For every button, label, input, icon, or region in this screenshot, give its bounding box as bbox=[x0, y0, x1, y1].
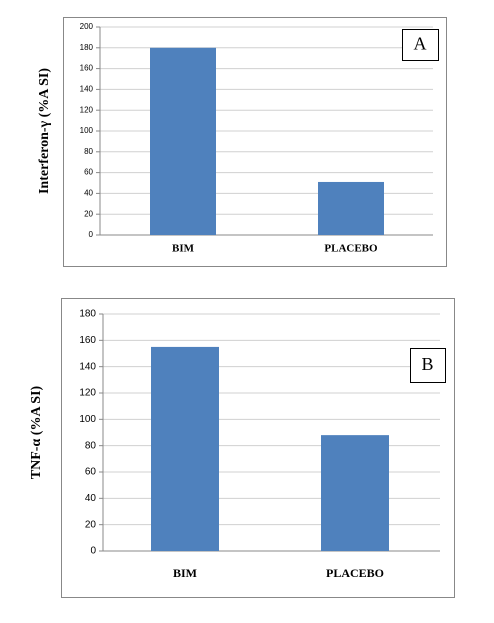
y-tick-label: 160 bbox=[80, 64, 94, 73]
y-tick-label: 60 bbox=[84, 168, 93, 177]
x-tick-label: PLACEBO bbox=[326, 566, 384, 580]
x-tick-label: BIM bbox=[173, 566, 197, 580]
y-axis-label: TNF-α (%A SI) bbox=[29, 385, 44, 479]
y-tick-label: 120 bbox=[80, 105, 94, 114]
x-tick-label: PLACEBO bbox=[324, 243, 378, 255]
chart-frame bbox=[63, 17, 447, 267]
bar bbox=[318, 181, 384, 235]
y-tick-label: 140 bbox=[79, 361, 96, 372]
y-tick-label: 120 bbox=[79, 388, 96, 399]
y-tick-label: 20 bbox=[84, 209, 93, 218]
y-tick-label: 160 bbox=[79, 335, 96, 346]
y-tick-label: 0 bbox=[89, 230, 94, 239]
y-tick-label: 100 bbox=[79, 414, 96, 425]
y-tick-label: 20 bbox=[85, 519, 97, 530]
chart-frame bbox=[61, 298, 455, 598]
y-tick-label: 40 bbox=[84, 189, 93, 198]
bar bbox=[151, 346, 219, 551]
y-tick-label: 180 bbox=[79, 309, 96, 320]
y-tick-label: 80 bbox=[85, 440, 97, 451]
y-tick-label: 80 bbox=[84, 147, 93, 156]
panel-label: A bbox=[414, 34, 427, 54]
bar bbox=[321, 435, 389, 551]
x-tick-label: BIM bbox=[172, 243, 195, 255]
y-tick-label: 60 bbox=[85, 467, 97, 478]
y-tick-label: 100 bbox=[80, 126, 94, 135]
y-tick-label: 40 bbox=[85, 493, 97, 504]
y-tick-label: 200 bbox=[80, 22, 94, 31]
panel-label: B bbox=[421, 354, 433, 374]
y-tick-label: 140 bbox=[80, 85, 94, 94]
bar bbox=[150, 47, 216, 235]
y-tick-label: 0 bbox=[90, 546, 96, 557]
y-axis-label: Interferon-γ (%A SI) bbox=[37, 68, 52, 194]
y-tick-label: 180 bbox=[80, 43, 94, 52]
panel-box bbox=[402, 29, 439, 61]
panel-box bbox=[410, 348, 446, 383]
